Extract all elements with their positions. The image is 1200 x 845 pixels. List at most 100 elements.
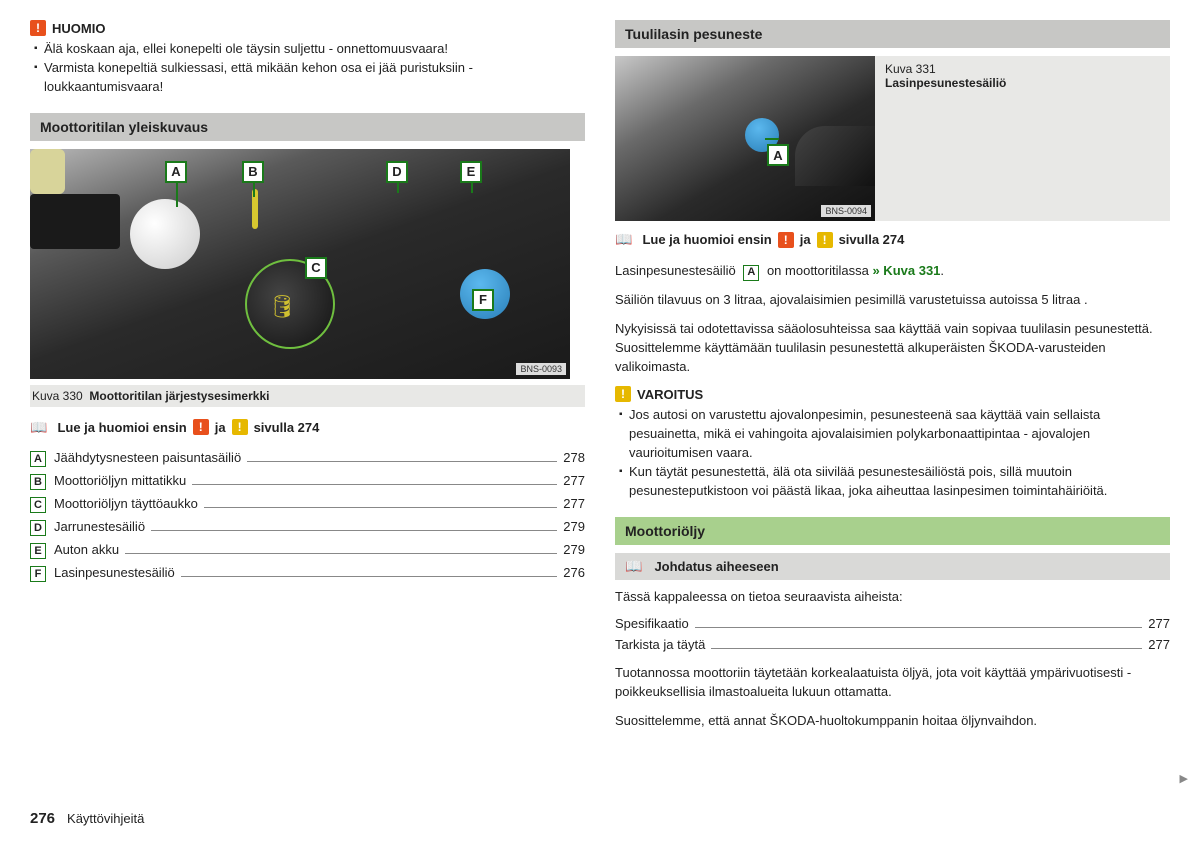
caution-icon: !	[817, 232, 833, 248]
readfirst-pre: Lue ja huomioi ensin	[57, 420, 186, 435]
figure-331: A BNS-0094	[615, 56, 875, 221]
toc-d-label: Jarrunestesäiliö	[54, 519, 145, 534]
washer-p3: Nykyisissä tai odotettavissa sääolosuhte…	[615, 320, 1170, 377]
washer-p2: Säiliön tilavuus on 3 litraa, ajovalaisi…	[615, 291, 1170, 310]
varoitus-b2: Kun täytät pesunestettä, älä ota siivilä…	[619, 463, 1170, 501]
huomio-title: HUOMIO	[52, 21, 105, 36]
page-columns: ! HUOMIO Älä koskaan aja, ellei konepelt…	[30, 20, 1170, 741]
alert-icon: !	[193, 419, 209, 435]
letter-c: C	[30, 497, 46, 513]
toc2-b-label: Tarkista ja täytä	[615, 637, 705, 652]
washer-p1: Lasinpesunestesäiliö A on moottoritilass…	[615, 262, 1170, 281]
toc-a-label: Jäähdytysnesteen paisuntasäiliö	[54, 450, 241, 465]
page-footer: 276 Käyttövihjeitä	[30, 810, 144, 827]
readfirst-post-r: sivulla 274	[839, 232, 905, 247]
toc-row-b: B Moottoriöljyn mittatikku 277	[30, 473, 585, 490]
toc-dots	[181, 576, 558, 577]
read-first-left: Lue ja huomioi ensin ! ja ! sivulla 274	[30, 419, 585, 436]
toc-dots	[247, 461, 557, 462]
toc2-row-b: Tarkista ja täytä 277	[615, 637, 1170, 652]
footer-section: Käyttövihjeitä	[67, 811, 144, 826]
toc-c-label: Moottoriöljyn täyttöaukko	[54, 496, 198, 511]
p1a: Lasinpesunestesäiliö	[615, 263, 736, 278]
toc-b-label: Moottoriöljyn mittatikku	[54, 473, 186, 488]
caution-icon: !	[615, 386, 631, 402]
caution-icon: !	[232, 419, 248, 435]
readfirst-mid-r: ja	[800, 232, 811, 247]
toc-row-d: D Jarrunestesäiliö 279	[30, 519, 585, 536]
fig330-code: BNS-0093	[516, 363, 566, 375]
fig331-code: BNS-0094	[821, 205, 871, 217]
toc-e-label: Auton akku	[54, 542, 119, 557]
readfirst-post: sivulla 274	[254, 420, 320, 435]
brake-reservoir-shape	[30, 149, 65, 194]
toc-c-page: 277	[563, 496, 585, 511]
callout-a-331-line	[765, 138, 779, 140]
varoitus-b1: Jos autosi on varustettu ajovalonpesimin…	[619, 406, 1170, 463]
toc-dots	[711, 648, 1142, 649]
callout-e-line	[471, 183, 473, 193]
mini-headlight-shape	[795, 126, 875, 186]
huomio-bullets: Älä koskaan aja, ellei konepelti ole täy…	[30, 40, 585, 97]
fig330-title: Moottoritilan järjestysesimerkki	[89, 389, 269, 403]
toc-row-c: C Moottoriöljyn täyttöaukko 277	[30, 496, 585, 513]
oil-icon: 🛢	[268, 294, 296, 320]
toc-e-page: 279	[563, 542, 585, 557]
varoitus-title: VAROITUS	[637, 387, 703, 402]
toc-row-f: F Lasinpesunestesäiliö 276	[30, 565, 585, 582]
letter-f: F	[30, 566, 46, 582]
toc-a-page: 278	[563, 450, 585, 465]
callout-e: E	[460, 161, 482, 183]
fig331-caption: Kuva 331 Lasinpesunestesäiliö	[885, 56, 1006, 221]
callout-b: B	[242, 161, 264, 183]
battery-shape	[30, 194, 120, 249]
toc2-row-a: Spesifikaatio 277	[615, 616, 1170, 631]
toc-row-e: E Auton akku 279	[30, 542, 585, 559]
huomio-bullet-1: Älä koskaan aja, ellei konepelti ole täy…	[34, 40, 585, 59]
toc-f-page: 276	[563, 565, 585, 580]
readfirst-pre-r: Lue ja huomioi ensin	[642, 232, 771, 247]
callout-c: C	[305, 257, 327, 279]
huomio-bullet-2: Varmista konepeltiä sulkiessasi, että mi…	[34, 59, 585, 97]
engine-toc: A Jäähdytysnesteen paisuntasäiliö 278 B …	[30, 450, 585, 582]
right-column: Tuulilasin pesuneste A BNS-0094 Kuva 331…	[615, 20, 1170, 741]
callout-b-line	[253, 183, 255, 197]
letter-b: B	[30, 474, 46, 490]
varoitus-header: ! VAROITUS	[615, 386, 1170, 402]
page-number: 276	[30, 810, 55, 827]
section-engine-overview: Moottoritilan yleiskuvaus	[30, 113, 585, 141]
toc-b-page: 277	[563, 473, 585, 488]
fig331-title: Lasinpesunestesäiliö	[885, 76, 1006, 90]
toc-dots	[192, 484, 557, 485]
inline-letter-a: A	[743, 265, 759, 281]
alert-icon: !	[778, 232, 794, 248]
p1b: on moottoritilassa	[767, 263, 869, 278]
callout-a-line	[176, 183, 178, 207]
fig330-caption: Kuva 330 Moottoritilan järjestysesimerkk…	[30, 385, 585, 407]
figure-331-wrap: A BNS-0094 Kuva 331 Lasinpesunestesäiliö	[615, 56, 1170, 221]
oil-p4: Tuotannossa moottoriin täytetään korkeal…	[615, 664, 1170, 702]
p1c: .	[940, 263, 944, 278]
oil-intro: Tässä kappaleessa on tietoa seuraavista …	[615, 588, 1170, 607]
p1-ref: » Kuva 331	[872, 263, 940, 278]
alert-icon: !	[30, 20, 46, 36]
section-engine-oil: Moottoriöljy	[615, 517, 1170, 545]
read-first-right: Lue ja huomioi ensin ! ja ! sivulla 274	[615, 231, 1170, 248]
callout-a-331: A	[767, 144, 789, 166]
fig331-num: Kuva 331	[885, 62, 1006, 76]
toc-row-a: A Jäähdytysnesteen paisuntasäiliö 278	[30, 450, 585, 467]
section-washer-fluid: Tuulilasin pesuneste	[615, 20, 1170, 48]
continue-icon: ▶	[1180, 772, 1188, 785]
book-icon	[30, 419, 51, 436]
left-column: ! HUOMIO Älä koskaan aja, ellei konepelt…	[30, 20, 585, 741]
callout-f: F	[472, 289, 494, 311]
oil-p5: Suosittelemme, että annat ŠKODA-huoltoku…	[615, 712, 1170, 731]
sub-title: Johdatus aiheeseen	[654, 559, 778, 574]
toc-dots	[204, 507, 558, 508]
book-icon	[625, 558, 646, 575]
coolant-tank-shape	[130, 199, 200, 269]
toc-dots	[695, 627, 1143, 628]
letter-a: A	[30, 451, 46, 467]
figure-330: 🛢 A B C D E F BNS-0093	[30, 149, 570, 379]
huomio-header: ! HUOMIO	[30, 20, 585, 36]
